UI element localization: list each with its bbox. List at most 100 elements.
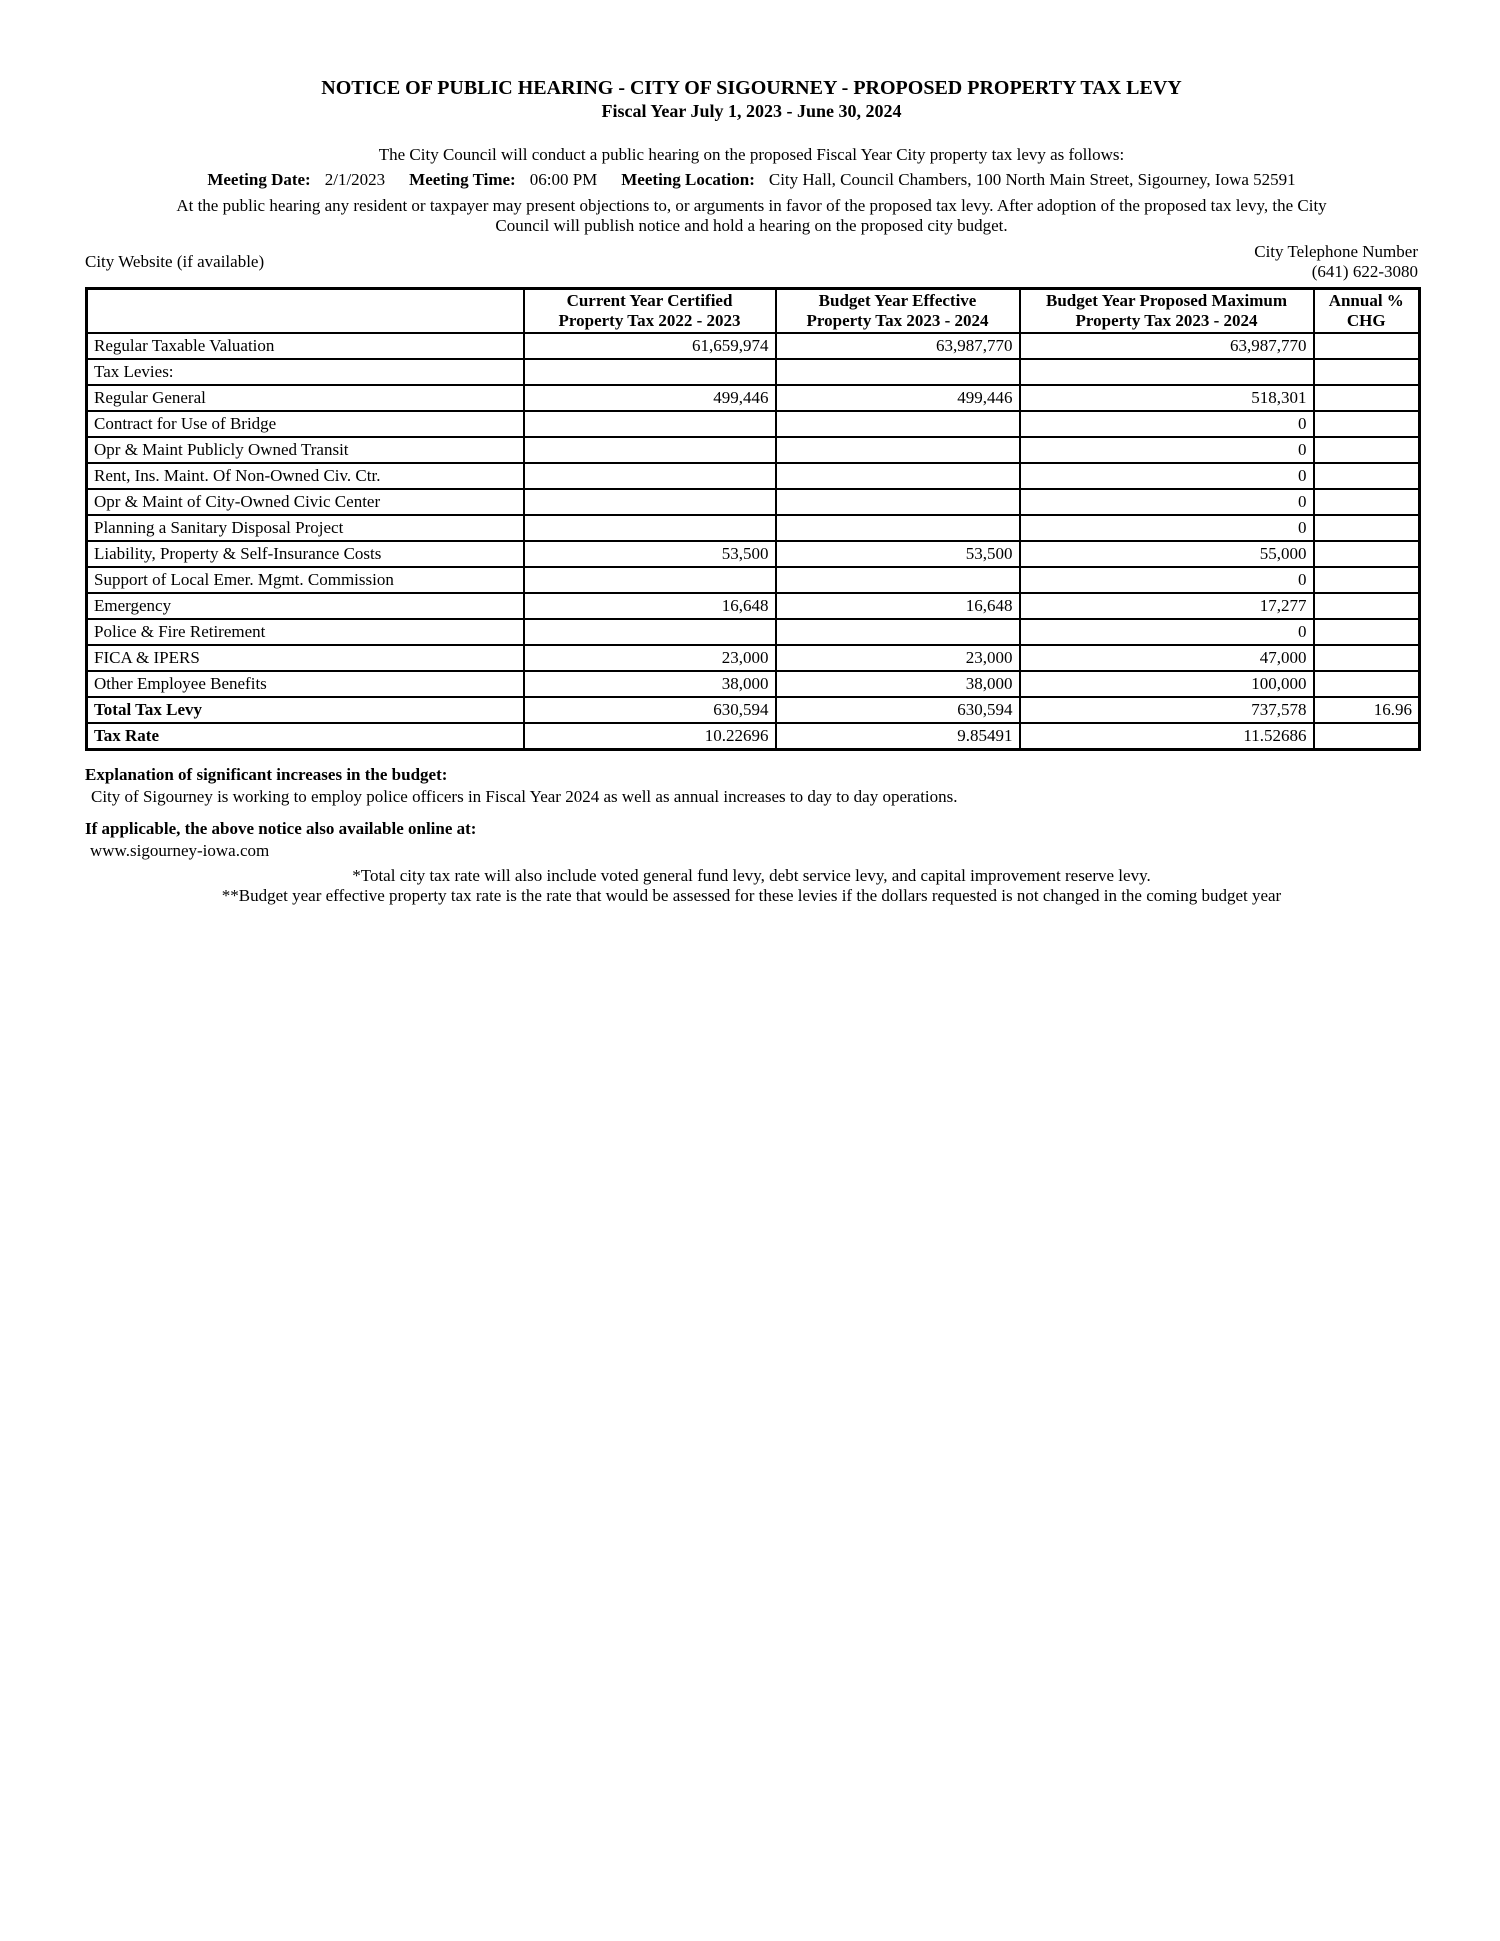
- row-value: 63,987,770: [1018, 331, 1315, 360]
- meeting-time-label: Meeting Time:: [409, 170, 516, 189]
- page-title: NOTICE OF PUBLIC HEARING - CITY OF SIGOU…: [321, 77, 1182, 99]
- row-value: [522, 409, 777, 438]
- row-value: 61,659,974: [522, 331, 777, 360]
- meeting-date-value: 2/1/2023: [324, 170, 386, 189]
- table-row: FICA & IPERS 23,000 23,000 47,000: [85, 643, 1421, 672]
- row-label: Opr & Maint Publicly Owned Transit: [85, 435, 525, 464]
- footnote-total-rate: *Total city tax rate will also include v…: [352, 865, 1151, 885]
- row-value: [1312, 565, 1421, 594]
- row-value: 23,000: [522, 643, 777, 672]
- meeting-location-label: Meeting Location:: [621, 170, 755, 189]
- table-row: Police & Fire Retirement 0: [85, 617, 1421, 646]
- row-value: [774, 487, 1021, 516]
- header-row: Current Year Certified Property Tax 2022 …: [85, 287, 1421, 334]
- row-value: [774, 461, 1021, 490]
- row-value: 518,301: [1018, 383, 1315, 412]
- row-value: [1312, 721, 1421, 750]
- column-header-1: Current Year Certified Property Tax 2022 …: [522, 287, 777, 334]
- row-value: 38,000: [522, 669, 777, 698]
- column-header-4: Annual % CHG: [1312, 287, 1421, 334]
- row-label: Tax Rate: [85, 721, 525, 750]
- row-label: Liability, Property & Self-Insurance Cos…: [85, 539, 525, 568]
- row-value: 630,594: [522, 695, 777, 724]
- row-value: 630,594: [774, 695, 1021, 724]
- city-telephone-block: City Telephone Number (641) 622-3080: [1254, 242, 1418, 282]
- online-notice-heading: If applicable, the above notice also ava…: [85, 818, 477, 838]
- row-label: Contract for Use of Bridge: [85, 409, 525, 438]
- row-value: [1312, 435, 1421, 464]
- city-website-label: City Website (if available): [85, 252, 265, 271]
- row-value: [522, 513, 777, 542]
- column-header-3: Budget Year Proposed Maximum Property Tax…: [1018, 287, 1315, 334]
- row-value: [1312, 409, 1421, 438]
- table-row: Regular General 499,446 499,446 518,301: [85, 383, 1421, 412]
- row-value: 23,000: [774, 643, 1021, 672]
- table-row: Tax Rate 10.22696 9.85491 11.52686: [85, 721, 1421, 750]
- row-value: [774, 565, 1021, 594]
- row-label: Total Tax Levy: [85, 695, 525, 724]
- meeting-date-label: Meeting Date:: [207, 170, 311, 189]
- row-value: 0: [1018, 435, 1315, 464]
- city-telephone-number: (641) 622-3080: [1311, 262, 1418, 281]
- explanation-heading: Explanation of significant increases in …: [85, 764, 448, 784]
- page-subtitle: Fiscal Year July 1, 2023 - June 30, 2024: [601, 101, 902, 121]
- intro-text: The City Council will conduct a public h…: [378, 145, 1125, 164]
- row-value: [522, 617, 777, 646]
- row-value: 11.52686: [1018, 721, 1315, 750]
- table-row: Other Employee Benefits 38,000 38,000 100,0…: [85, 669, 1421, 698]
- table-row: Contract for Use of Bridge 0: [85, 409, 1421, 438]
- row-value: [1312, 357, 1421, 386]
- levy-table-head: Current Year Certified Property Tax 2022 …: [85, 287, 1421, 334]
- row-value: 16,648: [522, 591, 777, 620]
- row-label: Other Employee Benefits: [85, 669, 525, 698]
- row-label: Police & Fire Retirement: [85, 617, 525, 646]
- row-value: [774, 357, 1021, 386]
- row-value: [774, 617, 1021, 646]
- levy-table: Current Year Certified Property Tax 2022 …: [85, 287, 1421, 751]
- table-row: Regular Taxable Valuation 61,659,974 63,98…: [85, 331, 1421, 360]
- notice-content: NOTICE OF PUBLIC HEARING - CITY OF SIGOU…: [0, 0, 1500, 906]
- table-row: Tax Levies:: [85, 357, 1421, 386]
- row-value: 17,277: [1018, 591, 1315, 620]
- row-value: 100,000: [1018, 669, 1315, 698]
- contact-row: City Website (if available) City Telepho…: [85, 242, 1418, 282]
- row-value: [1312, 617, 1421, 646]
- row-value: 16.96: [1312, 695, 1421, 724]
- row-label: Planning a Sanitary Disposal Project: [85, 513, 525, 542]
- title-block: NOTICE OF PUBLIC HEARING - CITY OF SIGOU…: [85, 0, 1418, 122]
- row-label: Regular General: [85, 383, 525, 412]
- row-value: [1312, 331, 1421, 360]
- hearing-paragraph-line1: At the public hearing any resident or ta…: [176, 196, 1327, 215]
- row-value: [1018, 357, 1315, 386]
- row-value: 0: [1018, 487, 1315, 516]
- footnote-effective-rate: **Budget year effective property tax rat…: [221, 885, 1282, 905]
- table-row: Support of Local Emer. Mgmt. Commission 0: [85, 565, 1421, 594]
- row-value: 53,500: [774, 539, 1021, 568]
- website-url: www.sigourney-iowa.com: [90, 840, 270, 860]
- row-value: [1312, 461, 1421, 490]
- table-row: Opr & Maint of City-Owned Civic Center 0: [85, 487, 1421, 516]
- row-label: Emergency: [85, 591, 525, 620]
- row-value: 0: [1018, 565, 1315, 594]
- table-row: Emergency 16,648 16,648 17,277: [85, 591, 1421, 620]
- meeting-time-value: 06:00 PM: [529, 170, 598, 189]
- meeting-line: Meeting Date: 2/1/2023 Meeting Time: 06:00 …: [85, 169, 1418, 190]
- row-label: Regular Taxable Valuation: [85, 331, 525, 360]
- row-value: [1312, 591, 1421, 620]
- row-label: Rent, Ins. Maint. Of Non-Owned Civ. Ctr.: [85, 461, 525, 490]
- table-row: Planning a Sanitary Disposal Project 0: [85, 513, 1421, 542]
- row-label: Tax Levies:: [85, 357, 525, 386]
- row-value: 0: [1018, 617, 1315, 646]
- row-value: 47,000: [1018, 643, 1315, 672]
- row-value: [1312, 539, 1421, 568]
- row-value: 0: [1018, 461, 1315, 490]
- row-value: [1312, 643, 1421, 672]
- row-value: 0: [1018, 513, 1315, 542]
- hearing-paragraph-line2: Council will publish notice and hold a h…: [495, 216, 1008, 235]
- row-value: 499,446: [774, 383, 1021, 412]
- column-header-0: [85, 287, 525, 334]
- row-value: [1312, 669, 1421, 698]
- table-row: Opr & Maint Publicly Owned Transit 0: [85, 435, 1421, 464]
- row-value: [1312, 513, 1421, 542]
